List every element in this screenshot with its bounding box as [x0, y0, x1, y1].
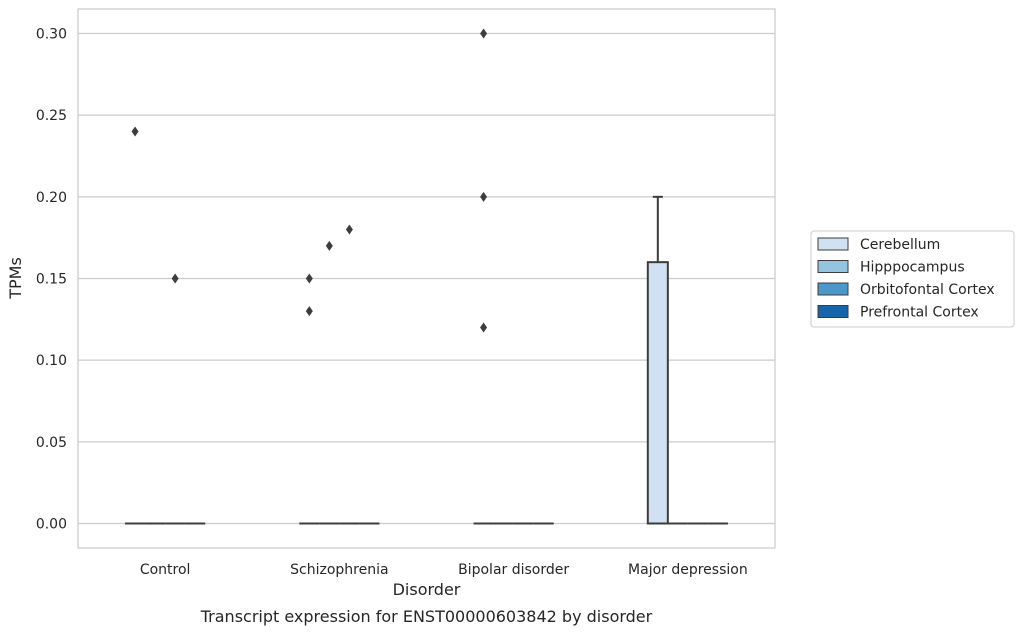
outlier-point	[325, 240, 333, 251]
legend-items: Cerebellum Hipppocampus Orbitofontal Corte…	[817, 237, 995, 321]
legend-swatch	[817, 305, 849, 318]
legend-frame	[810, 230, 1015, 328]
box-group	[125, 126, 146, 525]
y-tick-label: 0.00	[36, 517, 67, 533]
box-group	[646, 195, 669, 525]
legend: Cerebellum Hipppocampus Orbitofontal Corte…	[810, 230, 1015, 328]
outlier-point	[305, 306, 313, 317]
box-group	[473, 28, 494, 525]
gridlines	[78, 32, 775, 525]
outlier-point	[345, 224, 353, 235]
x-tick-label: Bipolar disorder	[458, 562, 569, 578]
outlier-point	[480, 191, 488, 202]
legend-swatch	[817, 282, 849, 296]
x-axis-label: Disorder	[393, 580, 461, 599]
plot-frame	[77, 8, 776, 549]
legend-swatch	[817, 260, 849, 273]
x-tick-label: Major depression	[628, 562, 748, 578]
box-group	[339, 224, 360, 525]
y-tick-label: 0.25	[36, 108, 67, 124]
y-tick-label: 0.20	[36, 190, 67, 206]
y-tick-label: 0.15	[36, 272, 67, 288]
x-tick-label: Control	[140, 562, 191, 578]
outlier-point	[171, 273, 179, 284]
boxes-layer	[125, 28, 728, 525]
legend-label: Cerebellum	[860, 237, 940, 253]
y-tick-label: 0.10	[36, 353, 67, 369]
x-tick-labels: Control Schizophrenia Bipolar disorder Majo…	[140, 562, 748, 578]
legend-swatch	[817, 237, 849, 251]
y-tick-labels: 0.00 0.05 0.10 0.15 0.20 0.25 0.30	[36, 27, 67, 533]
y-axis-label: TPMs	[6, 257, 25, 300]
outlier-point	[480, 322, 488, 333]
box-group	[165, 273, 186, 525]
box-group	[319, 240, 340, 525]
legend-label: Orbitofontal Cortex	[860, 282, 995, 298]
x-tick-label: Schizophrenia	[290, 562, 388, 578]
legend-label: Hipppocampus	[860, 260, 965, 276]
box-group	[299, 273, 320, 525]
box	[646, 261, 669, 525]
chart-caption: Transcript expression for ENST0000060384…	[200, 607, 653, 626]
legend-label: Prefrontal Cortex	[860, 305, 979, 321]
y-tick-label: 0.05	[36, 435, 67, 451]
outlier-point	[480, 28, 488, 39]
outlier-point	[305, 273, 313, 284]
y-tick-label: 0.30	[36, 27, 67, 43]
outlier-point	[131, 126, 139, 137]
